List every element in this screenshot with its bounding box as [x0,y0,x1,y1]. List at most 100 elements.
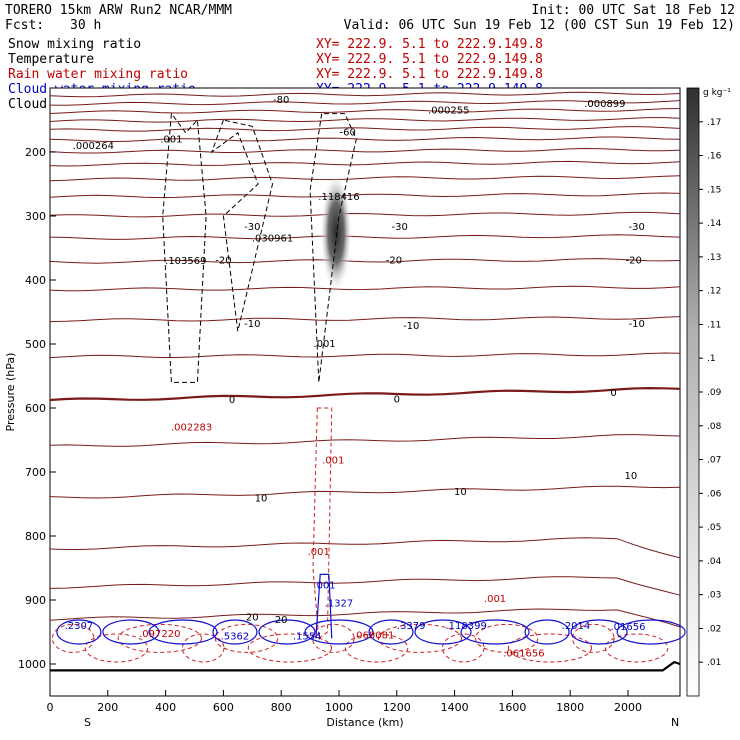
x-tick-label: 200 [97,701,118,714]
max-value-label: .000899 [584,99,625,110]
x-tick-label: 1600 [498,701,526,714]
legend-xy: XY= 222.9. 5.1 to 222.9.149.8 [316,52,543,67]
temperature-label: 0 [394,394,400,405]
isotherm-line [49,211,681,218]
x-tick-label: 1800 [556,701,584,714]
y-tick-label: 800 [25,530,46,543]
legend-label: Snow mixing ratio [8,37,141,52]
colorbar-tick-label: .01 [707,658,721,668]
legend-label: Rain water mixing ratio [8,67,188,82]
temperature-label: -20 [215,256,231,267]
max-value-label: .001 [322,456,344,467]
max-value-label: .1327 [325,598,354,609]
temperature-label: -10 [403,321,419,332]
valid-time: Valid: 06 UTC Sun 19 Feb 12 (00 CST Sun … [344,18,735,33]
rain-contour [604,633,669,663]
max-value-label: .001 [484,594,506,605]
colorbar-tick-label: .08 [707,422,722,432]
temperature-label: -30 [392,222,408,233]
max-value-label: .002283 [171,422,212,433]
max-value-label: .118416 [318,192,359,203]
cloud-water-contour [616,619,686,645]
y-tick-label: 700 [25,466,46,479]
y-tick-label: 900 [25,594,46,607]
snow-contour [162,112,207,383]
temperature-label: -10 [244,319,260,330]
temperature-label: -30 [628,222,644,233]
y-tick-label: 300 [25,210,46,223]
legend-label: Temperature [8,52,94,67]
colorbar-unit: g kg⁻¹ [703,88,731,98]
temperature-label: -20 [626,256,642,267]
colorbar-tick-label: .03 [707,591,721,601]
max-value-label: .2014 [562,621,591,632]
max-value-label: .3379 [397,621,426,632]
max-value-label: .001 [160,134,182,145]
max-value-label: .000255 [428,106,469,117]
isotherm-line [49,258,681,264]
isotherm-line [49,136,681,143]
cloud-water-contour [56,619,102,645]
isotherm-line [49,126,681,132]
rain-contour [247,633,332,663]
isotherm-line [49,316,681,323]
x-tick-label: 800 [271,701,292,714]
temperature-label: -80 [273,95,289,106]
isotherm-line [49,386,681,402]
x-end-label-s: S [84,716,91,729]
model-title: TORERO 15km ARW Run2 NCAR/MMM [5,3,232,18]
snow-contour [210,119,274,332]
plot-content: -80 -60 -30 -30 -30 -20 -20 -20 -10 -10 -10 0 0 0 10 10… [49,91,686,672]
isotherm-line [49,352,681,359]
max-value-label: .001 [313,339,335,350]
colorbar-tick-label: .09 [707,388,722,398]
colorbar-tick-label: .15 [707,185,721,195]
max-value-label: .118399 [445,621,486,632]
legend-xy: XY= 222.9. 5.1 to 222.9.149.8 [316,37,543,52]
colorbar-tick-label: .12 [707,287,721,297]
cloud-water-contour [570,619,628,645]
rain-contour [344,633,409,663]
colorbar-tick-label: .05 [707,523,721,533]
y-tick-label: 400 [25,274,46,287]
x-tick-label: 1400 [441,701,469,714]
rain-contour [214,623,279,653]
isotherm-line [49,192,681,199]
x-end-label-n: N [671,716,679,729]
x-tick-label: 400 [155,701,176,714]
axes: 0 200 400 600 800 1000 1200 1400 1600 1800 2000200… [18,146,642,714]
x-tick-label: 0 [47,701,54,714]
temperature-label: 10 [454,487,467,498]
colorbar-tick-label: .07 [707,456,721,466]
temperature-label: 10 [255,494,268,505]
isotherm-line [49,100,681,106]
snow-contour [309,113,357,383]
rain-contour [312,407,333,640]
y-tick-label: 1000 [18,658,46,671]
isotherm-line [49,160,681,167]
cloud-water-contour [102,619,160,645]
legend-xy: XY= 222.9. 5.1 to 222.9.149.8 [316,67,543,82]
y-tick-label: 500 [25,338,46,351]
cloud-water-contour [258,619,316,645]
cloud-water-contour [460,619,530,645]
fcst-label: Fcst: [5,18,44,33]
max-value-label: .001 [313,580,335,591]
rain-contour [507,633,593,663]
cloud-water-contour [315,573,333,639]
isotherm-line [49,108,681,114]
temperature-label: 0 [229,395,235,406]
colorbar-tick-label: .17 [707,118,721,128]
temperature-label: 0 [610,388,616,399]
y-tick-label: 200 [25,146,46,159]
ice-core-shading [320,178,353,299]
init-time: Init: 00 UTC Sat 18 Feb 12 [532,3,736,18]
temperature-label: -10 [628,319,644,330]
max-value-label: .097220 [139,629,180,640]
isotherm-line [49,576,681,596]
isotherm-line [49,285,681,292]
surface-line [50,660,681,672]
cloud-water-contour [212,619,258,645]
isotherm-line [49,537,681,559]
